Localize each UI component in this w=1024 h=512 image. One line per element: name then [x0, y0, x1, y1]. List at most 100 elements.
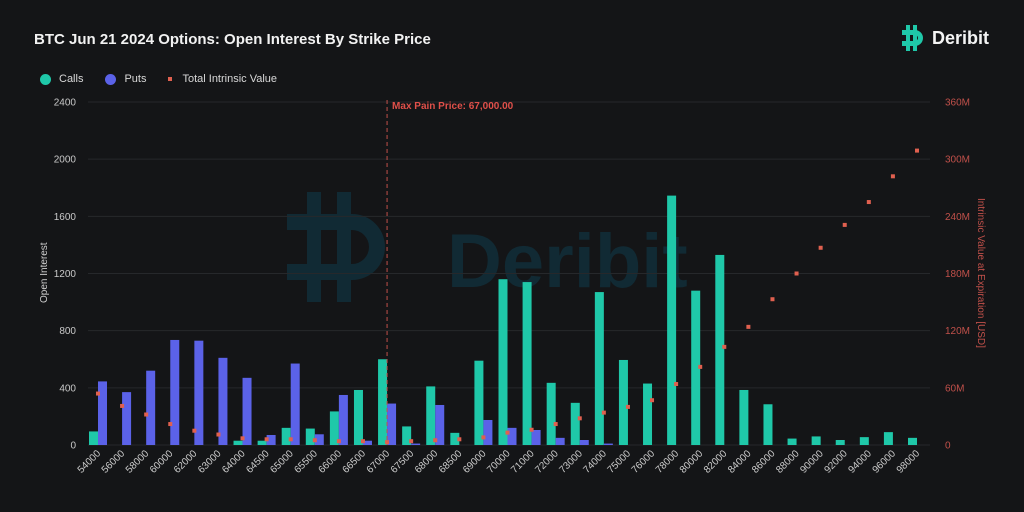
put-bar[interactable]: [411, 443, 421, 445]
x-tick-label: 98000: [895, 448, 923, 476]
call-bar[interactable]: [546, 382, 556, 445]
intrinsic-value-point[interactable]: [577, 416, 582, 421]
intrinsic-value-point[interactable]: [650, 398, 655, 403]
brand-logo: Deribit: [900, 25, 989, 51]
intrinsic-value-point[interactable]: [818, 245, 823, 250]
call-bar[interactable]: [89, 431, 98, 445]
intrinsic-value-point[interactable]: [722, 344, 727, 349]
legend-item-calls[interactable]: Calls: [40, 73, 83, 85]
x-tick-label: 63000: [196, 448, 224, 476]
call-bar[interactable]: [594, 292, 604, 445]
put-bar[interactable]: [218, 357, 228, 445]
x-tick-label: 73000: [557, 448, 585, 476]
intrinsic-value-point[interactable]: [842, 222, 847, 227]
call-bar[interactable]: [691, 290, 701, 445]
put-bar[interactable]: [507, 427, 517, 445]
call-bar[interactable]: [618, 359, 628, 445]
put-bar[interactable]: [242, 377, 252, 445]
put-bar[interactable]: [483, 419, 493, 445]
x-tick-label: 86000: [750, 448, 778, 476]
intrinsic-value-point[interactable]: [168, 422, 173, 427]
call-bar[interactable]: [329, 411, 339, 445]
x-tick-label: 94000: [847, 448, 875, 476]
x-tick-label: 78000: [654, 448, 682, 476]
call-bar[interactable]: [353, 389, 363, 445]
call-bar[interactable]: [667, 195, 677, 445]
intrinsic-value-point[interactable]: [794, 271, 799, 276]
call-bar[interactable]: [378, 359, 388, 445]
call-bar[interactable]: [281, 427, 291, 445]
intrinsic-value-point[interactable]: [457, 437, 462, 442]
intrinsic-value-point[interactable]: [915, 148, 919, 153]
call-bar[interactable]: [474, 360, 484, 445]
intrinsic-value-point[interactable]: [96, 391, 100, 396]
intrinsic-value-point[interactable]: [409, 439, 414, 444]
call-bar[interactable]: [883, 432, 893, 445]
call-bar[interactable]: [498, 279, 508, 445]
x-tick-label: 88000: [774, 448, 802, 476]
x-tick-label: 65500: [292, 448, 320, 476]
call-bar[interactable]: [426, 386, 436, 445]
put-bar[interactable]: [98, 381, 107, 445]
intrinsic-value-point[interactable]: [770, 297, 775, 302]
intrinsic-value-point[interactable]: [240, 436, 245, 441]
put-bar[interactable]: [555, 437, 565, 445]
intrinsic-value-point[interactable]: [746, 324, 751, 329]
put-bar[interactable]: [194, 340, 204, 445]
call-bar[interactable]: [715, 254, 725, 445]
x-tick-label: 67500: [389, 448, 417, 476]
intrinsic-value-point[interactable]: [360, 439, 365, 444]
put-bar[interactable]: [387, 403, 397, 445]
call-bar[interactable]: [257, 440, 267, 445]
call-bar[interactable]: [859, 437, 869, 445]
put-bar[interactable]: [362, 440, 372, 445]
call-bar[interactable]: [570, 402, 580, 445]
intrinsic-value-point[interactable]: [505, 430, 510, 435]
call-bar[interactable]: [787, 438, 797, 445]
intrinsic-value-point[interactable]: [601, 410, 606, 415]
put-bar[interactable]: [266, 434, 276, 445]
intrinsic-value-point[interactable]: [120, 403, 125, 408]
intrinsic-value-point[interactable]: [698, 364, 703, 369]
x-tick-label: 69000: [461, 448, 489, 476]
call-bar[interactable]: [522, 282, 532, 445]
call-bar[interactable]: [763, 404, 773, 445]
intrinsic-value-point[interactable]: [385, 440, 390, 445]
intrinsic-value-point[interactable]: [866, 200, 871, 205]
intrinsic-value-point[interactable]: [529, 427, 534, 432]
intrinsic-value-point[interactable]: [433, 438, 438, 443]
intrinsic-value-point[interactable]: [553, 422, 558, 427]
intrinsic-value-point[interactable]: [264, 437, 269, 442]
call-bar[interactable]: [739, 389, 749, 445]
put-bar[interactable]: [290, 363, 300, 445]
intrinsic-value-point[interactable]: [890, 174, 895, 179]
intrinsic-value-point[interactable]: [312, 438, 317, 443]
put-bar[interactable]: [435, 404, 445, 445]
intrinsic-value-point[interactable]: [144, 412, 149, 417]
intrinsic-value-point[interactable]: [336, 439, 341, 444]
put-bar[interactable]: [579, 439, 589, 445]
call-bar[interactable]: [233, 440, 243, 445]
intrinsic-value-point[interactable]: [192, 428, 197, 433]
put-bar[interactable]: [146, 370, 156, 445]
call-bar[interactable]: [811, 436, 821, 445]
intrinsic-value-point[interactable]: [481, 435, 486, 440]
legend-item-intrinsic-value[interactable]: Total Intrinsic Value: [168, 73, 277, 85]
put-bar[interactable]: [170, 339, 180, 445]
intrinsic-value-point[interactable]: [674, 382, 679, 387]
call-bar[interactable]: [450, 432, 460, 445]
call-bar[interactable]: [305, 428, 315, 445]
call-bar[interactable]: [835, 439, 845, 445]
call-bar[interactable]: [643, 383, 653, 445]
intrinsic-value-point[interactable]: [216, 432, 221, 437]
put-bar[interactable]: [338, 394, 348, 445]
legend-item-puts[interactable]: Puts: [105, 73, 146, 85]
intrinsic-value-point[interactable]: [625, 404, 630, 409]
intrinsic-value-point[interactable]: [288, 437, 293, 442]
put-bar[interactable]: [314, 434, 324, 445]
put-bar[interactable]: [603, 443, 613, 445]
put-bar[interactable]: [122, 392, 132, 445]
call-bar[interactable]: [908, 437, 917, 445]
call-bar[interactable]: [402, 426, 412, 445]
put-bar[interactable]: [531, 429, 541, 445]
